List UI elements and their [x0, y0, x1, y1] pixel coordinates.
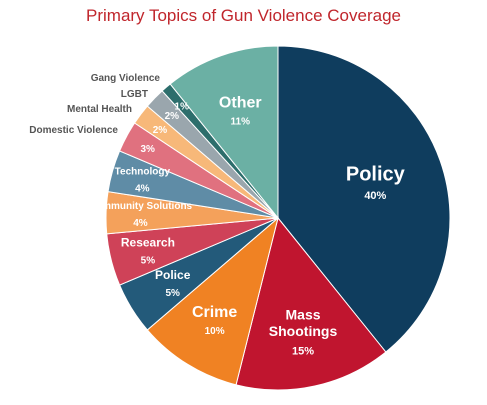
- chart-title: Primary Topics of Gun Violence Coverage: [86, 6, 401, 25]
- slice-value-research: 5%: [141, 255, 156, 266]
- slice-label-police: Police: [155, 268, 191, 282]
- slice-label-mass-shootings-line1: Mass: [286, 307, 321, 323]
- slice-label-mass-shootings-line2: Shootings: [269, 323, 338, 339]
- slice-value-police: 5%: [165, 288, 180, 299]
- slice-value-mass-shootings: 15%: [292, 345, 314, 357]
- slice-label-research: Research: [121, 235, 175, 249]
- slice-value-mental-health: 2%: [153, 125, 168, 136]
- slice-label-gang-violence: Gang Violence: [91, 73, 161, 84]
- slice-mass-shootings: [235, 216, 387, 391]
- slice-label-lgbt: LGBT: [121, 89, 148, 100]
- slice-value-community-solutions: 4%: [133, 218, 148, 229]
- slice-other: [169, 45, 279, 220]
- slice-label-crime: Crime: [192, 304, 237, 321]
- slice-value-domestic-violence: 3%: [140, 144, 155, 155]
- slice-label-domestic-violence: Domestic Violence: [29, 125, 118, 136]
- slice-crime: [146, 216, 279, 386]
- slice-value-gang-violence: 1%: [175, 102, 190, 113]
- slice-value-other: 11%: [231, 117, 251, 128]
- slice-policy: [277, 45, 451, 353]
- slice-value-crime: 10%: [205, 326, 225, 337]
- slice-value-lgbt: 2%: [165, 111, 180, 122]
- slice-label-community-solutions: Community Solutions: [89, 201, 193, 212]
- slice-label-mental-health: Mental Health: [67, 104, 132, 115]
- slice-value-policy: 40%: [364, 190, 386, 202]
- slice-value-technology: 4%: [135, 184, 150, 195]
- slice-label-technology: Technology: [115, 167, 171, 178]
- slice-label-other: Other: [219, 95, 262, 112]
- slice-label-policy: Policy: [346, 164, 406, 186]
